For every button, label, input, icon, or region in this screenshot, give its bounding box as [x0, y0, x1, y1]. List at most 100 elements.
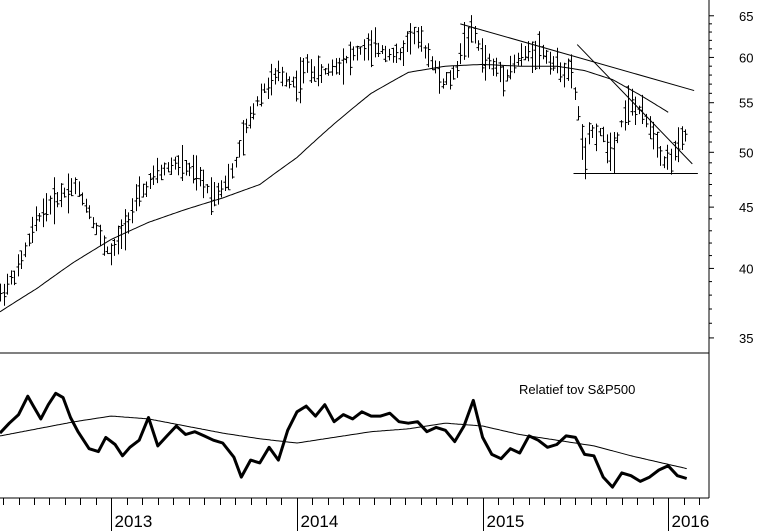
price-bar [12, 270, 17, 286]
price-bar [523, 46, 528, 61]
price-bar [0, 283, 3, 302]
price-bar [526, 41, 531, 62]
price-bar [98, 224, 103, 247]
y-tick-label: 50 [739, 145, 753, 160]
price-bar [194, 155, 199, 191]
price-bar [658, 146, 663, 166]
price-bar [294, 70, 299, 102]
price-bar [73, 177, 78, 195]
price-bar [305, 54, 310, 73]
price-bar [276, 60, 281, 82]
price-bar [27, 233, 32, 247]
price-bar [298, 57, 303, 104]
price-bar [151, 165, 156, 185]
price-bar [566, 58, 571, 81]
price-bar [226, 163, 231, 191]
price-bar [683, 129, 688, 142]
price-bar [37, 212, 42, 222]
price-bar [69, 178, 74, 197]
price-bar [123, 209, 128, 251]
price-bar [437, 61, 442, 94]
price-bar [262, 83, 267, 94]
price-bar [23, 242, 28, 258]
price-bar [184, 159, 189, 176]
price-bar [234, 156, 239, 168]
price-bar [501, 66, 506, 97]
price-bar [451, 65, 456, 80]
price-bar [241, 120, 246, 156]
price-bar [77, 181, 82, 197]
y-tick-label: 45 [739, 200, 753, 215]
price-bar [341, 48, 346, 85]
price-bar [201, 169, 206, 199]
price-bar [441, 78, 446, 89]
price-bars [0, 15, 688, 306]
price-bar [423, 45, 428, 59]
price-bar [141, 183, 146, 198]
price-bar [458, 43, 463, 65]
y-tick-label: 65 [739, 9, 753, 24]
price-bar [601, 126, 606, 143]
resistance-trendline [576, 44, 693, 165]
price-bar [2, 283, 7, 306]
price-bar [569, 54, 574, 89]
price-bar [180, 144, 185, 182]
price-bar [255, 96, 260, 107]
price-bar [483, 45, 488, 81]
price-bar [412, 26, 417, 45]
price-bar [80, 192, 85, 206]
price-bar [259, 83, 264, 107]
price-bar [676, 127, 681, 163]
price-bar [191, 154, 196, 184]
price-bar [84, 198, 89, 213]
price-bar [430, 56, 435, 71]
price-bar [623, 100, 628, 131]
price-bar [34, 206, 39, 232]
price-bar [408, 23, 413, 55]
price-bar [387, 48, 392, 61]
price-bar [662, 156, 667, 169]
price-bar [544, 49, 549, 64]
price-bar [148, 173, 153, 190]
price-bar [309, 59, 314, 84]
price-bar [269, 63, 274, 96]
price-bar [519, 43, 524, 67]
price-bar [391, 47, 396, 63]
price-bar [287, 76, 292, 89]
x-tick-label: 2014 [301, 512, 339, 531]
price-axis: 35 40 45 50 55 60 65 [709, 9, 753, 346]
trendlines [460, 23, 698, 175]
price-bar [205, 184, 210, 194]
price-bar [266, 77, 271, 100]
price-bar [348, 41, 353, 76]
price-bar [558, 62, 563, 83]
price-bar [398, 48, 403, 61]
price-bar [312, 66, 317, 82]
price-bar [405, 31, 410, 53]
price-bar [319, 64, 324, 83]
price-bar [144, 181, 149, 197]
price-bar [230, 163, 235, 179]
price-bar [280, 66, 285, 87]
price-bar [216, 182, 221, 205]
price-bar [173, 156, 178, 170]
price-bar [608, 132, 613, 172]
price-bar [455, 61, 460, 78]
price-bar [5, 273, 10, 295]
price-bar [291, 76, 296, 88]
price-bar [209, 177, 214, 216]
relative-strength-label: Relatief tov S&P500 [519, 382, 635, 397]
price-bar [334, 58, 339, 75]
price-bar [480, 38, 485, 73]
x-tick-label: 2015 [487, 512, 525, 531]
price-bar [373, 27, 378, 58]
price-bar [416, 27, 421, 49]
price-bar [376, 42, 381, 58]
price-bar [176, 155, 181, 176]
x-tick-label: 2013 [115, 512, 153, 531]
price-bar [444, 72, 449, 85]
price-ma-line [0, 63, 669, 313]
price-bar [665, 144, 670, 170]
price-bar [512, 54, 517, 74]
